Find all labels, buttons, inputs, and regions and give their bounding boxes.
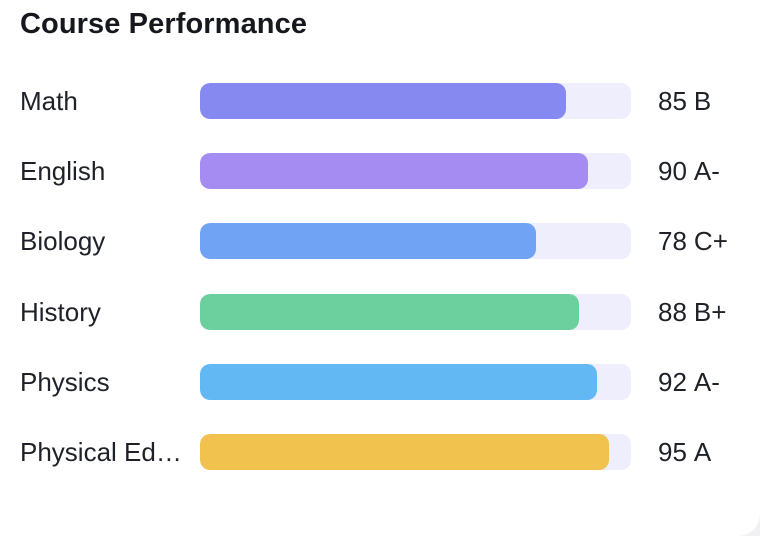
course-score: 95: [658, 436, 687, 467]
course-grade: 85 B: [658, 83, 711, 119]
progress-fill: [200, 293, 580, 330]
progress-fill: [200, 433, 610, 470]
course-name: Math: [20, 86, 78, 116]
course-row-history: History 88 B+: [0, 293, 760, 330]
progress-fill: [200, 153, 588, 190]
progress-fill: [200, 83, 567, 119]
course-grade: 78 C+: [658, 223, 728, 259]
course-letter-grade: A: [693, 436, 712, 467]
course-name: English: [20, 156, 106, 187]
progress-fill: [200, 363, 597, 400]
progress-track: [200, 83, 631, 119]
course-score: 92: [658, 366, 687, 397]
course-name: Biology: [20, 226, 106, 257]
course-letter-grade: B: [693, 86, 712, 116]
course-row-math: Math 85 B: [0, 83, 760, 119]
course-row-physical-education: Physical Education 95A: [0, 433, 760, 470]
course-grade: 95 A: [658, 434, 711, 470]
course-grade: 88 B+: [658, 294, 726, 330]
course-grade: 92 A-: [658, 364, 720, 400]
progress-track: [200, 363, 631, 400]
progress-track: [200, 153, 631, 190]
progress-track: [200, 433, 631, 470]
course-letter-grade: C+: [693, 226, 728, 257]
course-name: Physical Education: [20, 436, 190, 467]
progress-fill: [200, 223, 537, 260]
course-letter-grade: A-: [693, 366, 720, 397]
course-score: 88: [658, 296, 687, 327]
course-letter-grade: A-: [693, 156, 720, 187]
course-name: History: [20, 296, 101, 327]
course-row-biology: Biology 78 C+: [0, 223, 760, 260]
card-title: Course Performance: [20, 8, 308, 40]
course-score: 78: [658, 226, 687, 257]
course-score: 90: [658, 156, 687, 187]
course-grade: 90 A-: [658, 153, 720, 189]
progress-track: [200, 223, 631, 260]
course-list: Math 85 B English 90 A- Biology 78 C+: [0, 83, 760, 504]
course-letter-grade: B+: [693, 296, 727, 327]
course-row-english: English 90 A-: [0, 153, 760, 190]
progress-track: [200, 293, 631, 330]
course-score: 85: [658, 86, 687, 116]
course-name: Physics: [20, 366, 110, 397]
course-row-physics: Physics 92 A-: [0, 363, 760, 400]
